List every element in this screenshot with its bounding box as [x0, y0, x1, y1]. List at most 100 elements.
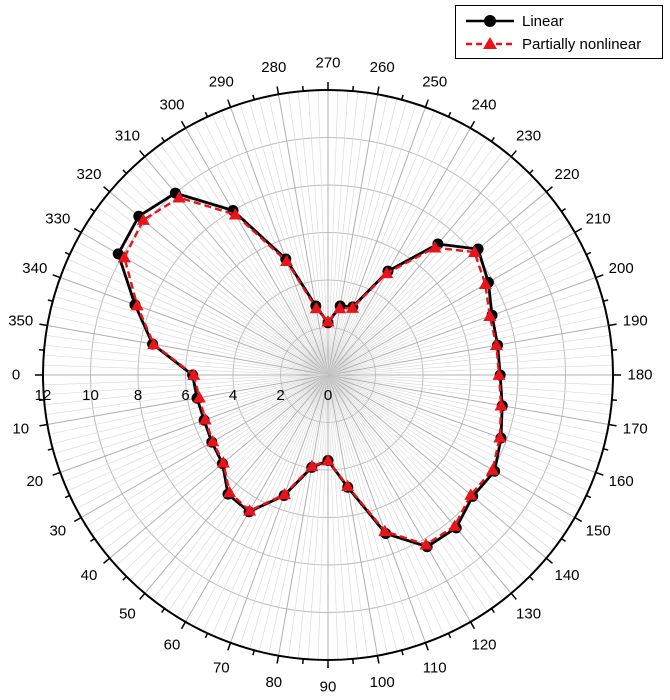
angle-tick-label-120: 120 [471, 637, 496, 654]
angle-tick-mark [603, 448, 609, 451]
angle-tick-mark [510, 150, 517, 158]
grid-spoke [327, 223, 570, 376]
grid-spoke [44, 344, 329, 376]
grid-spoke [185, 374, 329, 623]
grid-spoke [327, 286, 600, 376]
angle-tick-label-180: 180 [627, 367, 652, 384]
grid-spoke [63, 267, 329, 376]
angle-tick-mark [139, 592, 146, 600]
angle-tick-mark [490, 137, 495, 142]
data-point-partially-nonlinear [172, 191, 186, 203]
grid-spoke [327, 191, 547, 376]
grid-spoke [53, 374, 329, 454]
angle-tick-label-50: 50 [119, 606, 136, 623]
grid-spoke [103, 199, 329, 376]
grid-spoke [51, 305, 329, 376]
grid-spoke [327, 374, 480, 617]
grid-spoke [307, 90, 329, 376]
grid-spoke [168, 374, 329, 612]
grid-spoke [327, 374, 600, 464]
grid-spoke [47, 325, 329, 376]
data-point-partially-nonlinear [192, 391, 206, 403]
grid-spoke [129, 169, 329, 376]
grid-spoke [137, 374, 329, 587]
grid-spoke [76, 374, 329, 510]
grid-spoke [327, 374, 613, 386]
grid-spoke [327, 127, 471, 376]
grid-spoke [327, 232, 576, 376]
grid-spoke [137, 163, 329, 376]
data-point-partially-nonlinear [341, 479, 355, 491]
grid-spoke [49, 315, 329, 376]
angle-tick-mark [103, 186, 111, 193]
angle-tick-label-320: 320 [76, 166, 101, 183]
angle-tick-mark [252, 94, 255, 100]
data-point-partially-nonlinear [378, 524, 392, 537]
angle-tick-label-240: 240 [471, 96, 496, 113]
angle-tick-mark [401, 650, 404, 656]
data-point-partially-nonlinear [321, 315, 335, 327]
grid-spoke [327, 374, 605, 445]
grid-spoke [327, 374, 519, 587]
grid-spoke [43, 374, 329, 396]
grid-spoke [327, 374, 576, 518]
angle-tick-label-60: 60 [164, 637, 181, 654]
angle-tick-mark [561, 537, 566, 542]
grid-spoke [91, 374, 329, 535]
angle-tick-label-0: 0 [12, 367, 20, 384]
angle-tick-label-100: 100 [370, 674, 395, 691]
grid-spoke [47, 374, 329, 425]
grid-spoke [327, 374, 596, 473]
angle-tick-mark [47, 448, 53, 451]
data-point-partially-nonlinear [228, 208, 242, 220]
grid-spoke [258, 98, 329, 376]
angle-tick-mark [180, 120, 187, 129]
grid-spoke [327, 163, 519, 376]
data-point-partially-nonlinear [309, 301, 323, 314]
data-point-partially-nonlinear [494, 399, 508, 411]
angle-tick-label-170: 170 [623, 421, 648, 438]
angle-tick-label-30: 30 [49, 523, 66, 540]
angle-tick-label-250: 250 [422, 73, 447, 90]
data-point-partially-nonlinear [147, 337, 161, 350]
grid-spoke [258, 374, 329, 652]
grid-spoke [327, 207, 559, 376]
grid-spoke [44, 374, 329, 406]
angle-tick-mark [227, 99, 232, 108]
angle-tick-mark [90, 208, 95, 213]
grid-spoke [327, 123, 463, 376]
angle-tick-label-70: 70 [213, 660, 230, 677]
grid-spoke [278, 374, 329, 656]
radial-tick-label-4: 4 [229, 387, 237, 404]
data-point-partially-nonlinear [305, 459, 319, 472]
grid-spoke [327, 374, 504, 600]
grid-spoke [49, 374, 329, 435]
data-point-partially-nonlinear [198, 413, 212, 425]
angle-tick-mark [528, 575, 534, 581]
data-point-partially-nonlinear [345, 301, 359, 313]
angle-tick-mark [447, 632, 452, 639]
data-point-partially-nonlinear [380, 266, 394, 279]
angle-tick-mark [574, 516, 583, 523]
grid-spoke [297, 374, 329, 659]
grid-spoke [45, 335, 329, 376]
angle-tick-label-280: 280 [261, 59, 286, 76]
grid-spoke [51, 374, 329, 445]
angle-tick-label-40: 40 [81, 567, 98, 584]
grid-spoke [327, 374, 534, 574]
grid-spoke [327, 267, 593, 376]
grid-spoke [327, 305, 605, 376]
grid-spoke [327, 374, 488, 612]
grid-spoke [307, 374, 329, 660]
grid-spoke [327, 94, 378, 376]
angle-tick-label-140: 140 [554, 567, 579, 584]
grid-spoke [327, 91, 359, 376]
angle-tick-mark [585, 494, 592, 499]
angle-tick-label-190: 190 [623, 312, 648, 329]
data-point-partially-nonlinear [419, 538, 433, 550]
grid-spoke [288, 374, 329, 658]
angle-tick-mark [401, 94, 404, 100]
data-point-partially-nonlinear [489, 338, 503, 351]
grid-spoke [327, 374, 454, 632]
